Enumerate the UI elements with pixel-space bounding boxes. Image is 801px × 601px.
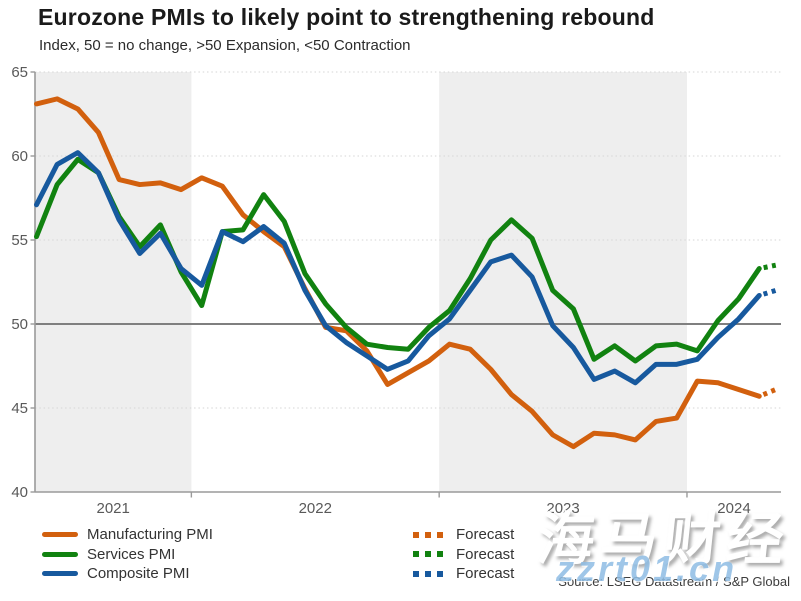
legend-item-manufacturing-pmi: Manufacturing PMI — [42, 525, 213, 545]
forecast-dot — [425, 570, 431, 577]
forecast-segment-manufacturing-pmi — [762, 387, 777, 397]
series-line-composite-pmi — [34, 150, 762, 386]
x-tick-label-2024: 2024 — [717, 500, 750, 517]
y-tick-label-45: 45 — [11, 400, 28, 417]
chart-title: Eurozone PMIs to likely point to strengt… — [38, 4, 655, 30]
legend-item-forecast-manufacturing: Forecast — [413, 525, 514, 545]
legend-label: Forecast — [456, 545, 515, 563]
legend-label: Forecast — [456, 526, 515, 544]
forecast-manufacturing-swatch — [413, 531, 449, 538]
legend-label: Forecast — [456, 565, 515, 583]
forecast-dot — [437, 570, 443, 577]
x-tick-label-2023: 2023 — [546, 500, 579, 517]
legend-item-forecast-services: Forecast — [413, 545, 514, 565]
legend-series: Manufacturing PMI Services PMI Composite… — [42, 525, 213, 584]
forecast-services-swatch — [413, 551, 449, 558]
forecast-dot — [413, 570, 419, 577]
chart-subtitle: Index, 50 = no change, >50 Expansion, <5… — [39, 37, 411, 54]
services-pmi-swatch — [42, 551, 78, 557]
source-note: Source: LSEG Datastream / S&P Global — [558, 574, 790, 589]
forecast-dot — [425, 531, 431, 538]
legend-label: Composite PMI — [87, 565, 190, 583]
forecast-dot — [437, 531, 443, 538]
series-line-services-pmi — [34, 156, 762, 364]
forecast-dot — [437, 551, 443, 558]
forecast-composite-swatch — [413, 570, 449, 577]
y-tick-label-40: 40 — [11, 484, 28, 501]
legend-label: Manufacturing PMI — [87, 526, 213, 544]
series-line-manufacturing-pmi — [34, 96, 762, 450]
x-tick-label-2021: 2021 — [97, 500, 130, 517]
forecast-dot — [425, 551, 431, 558]
forecast-segment-services-pmi — [763, 262, 777, 271]
manufacturing-pmi-swatch — [42, 532, 78, 538]
year-band-2023 — [439, 72, 687, 492]
legend-forecast: Forecast Forecast Forecast — [413, 525, 514, 584]
forecast-dot — [413, 531, 419, 538]
year-band-2021 — [35, 72, 192, 492]
legend-label: Services PMI — [87, 545, 176, 563]
forecast-segment-composite-pmi — [762, 288, 777, 297]
legend-item-composite-pmi: Composite PMI — [42, 564, 213, 584]
x-tick-label-2022: 2022 — [299, 500, 332, 517]
y-tick-label-50: 50 — [11, 316, 28, 333]
y-tick-label-60: 60 — [11, 148, 28, 165]
composite-pmi-swatch — [42, 571, 78, 577]
y-tick-label-65: 65 — [11, 64, 28, 81]
y-tick-label-55: 55 — [11, 232, 28, 249]
legend-item-services-pmi: Services PMI — [42, 545, 213, 565]
forecast-dot — [413, 551, 419, 558]
legend-item-forecast-composite: Forecast — [413, 564, 514, 584]
